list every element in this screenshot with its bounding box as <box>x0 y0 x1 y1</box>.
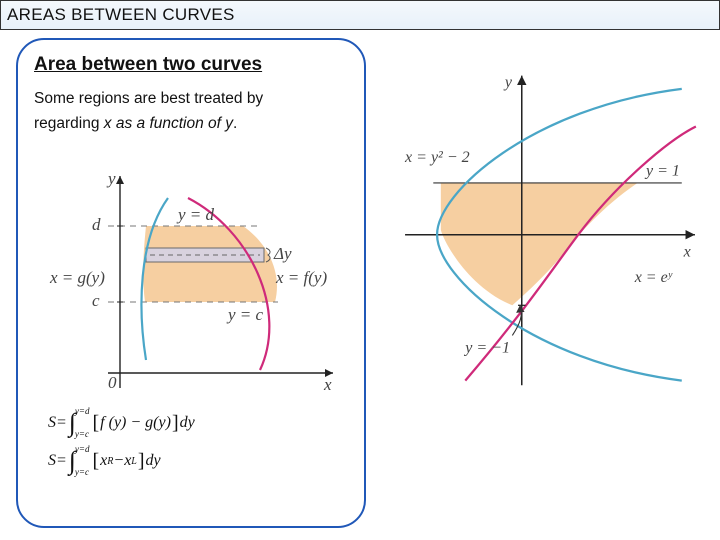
panel-subtitle: Area between two curves <box>34 54 348 76</box>
lbl-ym1: y = −1 <box>463 339 510 356</box>
f2-dy: dy <box>146 452 161 470</box>
f1-ll: y=c <box>75 430 90 439</box>
f1-inner: f (y) − g(y) <box>100 414 171 432</box>
f1-eq: = <box>56 414 67 432</box>
panel-body-l1: Some regions are best treated by <box>34 90 348 109</box>
lbl-xf: x = f(y) <box>275 268 327 287</box>
f2-ul: y=d <box>75 445 90 454</box>
lbl-y1: y = 1 <box>644 162 680 179</box>
x-arrow-r-icon <box>686 230 695 239</box>
f1-integral: ∫ y=d y=c <box>69 410 90 436</box>
panel-body-l2: regarding x as a function of y. <box>34 115 348 134</box>
formula-1: S = ∫ y=d y=c [ f (y) − g(y) ] dy <box>48 410 348 436</box>
formula-2: S = ∫ y=d y=c [ xR − xL ] dy <box>48 448 348 474</box>
f1-dy: dy <box>180 414 195 432</box>
formulas-block: S = ∫ y=d y=c [ f (y) − g(y) ] dy S = ∫ … <box>48 410 348 486</box>
lbl-y-axis: y <box>106 170 116 188</box>
lbl-y-axis-r: y <box>503 74 513 91</box>
region-fill <box>143 226 277 302</box>
bracket-l-icon-2: [ <box>92 450 101 473</box>
bracket-r-icon-2: ] <box>137 450 146 473</box>
lbl-c: c <box>92 291 100 310</box>
f1-ul: y=d <box>75 407 90 416</box>
bracket-r-icon: ] <box>171 412 180 435</box>
f2-minus: − <box>113 452 124 470</box>
y-arrow-icon <box>116 176 124 184</box>
lbl-origin: 0 <box>108 373 117 392</box>
lbl-x-axis-r: x <box>683 243 691 260</box>
body-l2-pre: regarding <box>34 115 104 132</box>
f2-S: S <box>48 452 56 470</box>
lbl-d: d <box>92 215 101 234</box>
bracket-l-icon: [ <box>92 412 101 435</box>
left-graph: y x 0 d c y = d y = c Δy x = g(y) x = f(… <box>38 170 338 400</box>
y-arrow-r-icon <box>517 76 526 85</box>
lbl-dy: Δy <box>273 244 292 263</box>
header-bar: AREAS BETWEEN CURVES <box>0 0 720 30</box>
content-panel: Area between two curves Some regions are… <box>16 38 366 528</box>
f1-S: S <box>48 414 56 432</box>
lbl-yc: y = c <box>226 305 264 324</box>
f2-integral: ∫ y=d y=c <box>69 448 90 474</box>
right-graph: y x x = y² − 2 y = 1 x = eʸ y = −1 <box>390 70 710 390</box>
f2-eq: = <box>56 452 67 470</box>
lbl-x-axis: x <box>323 375 332 394</box>
lbl-yd: y = d <box>176 205 215 224</box>
lbl-xg: x = g(y) <box>49 268 105 287</box>
lbl-exp: x = eʸ <box>634 269 673 286</box>
body-l2-ital: x as a function of y <box>104 115 233 132</box>
lbl-parab: x = y² − 2 <box>404 149 470 166</box>
f2-ll: y=c <box>75 468 90 477</box>
body-l2-post: . <box>233 115 237 132</box>
header-title: AREAS BETWEEN CURVES <box>7 5 235 25</box>
